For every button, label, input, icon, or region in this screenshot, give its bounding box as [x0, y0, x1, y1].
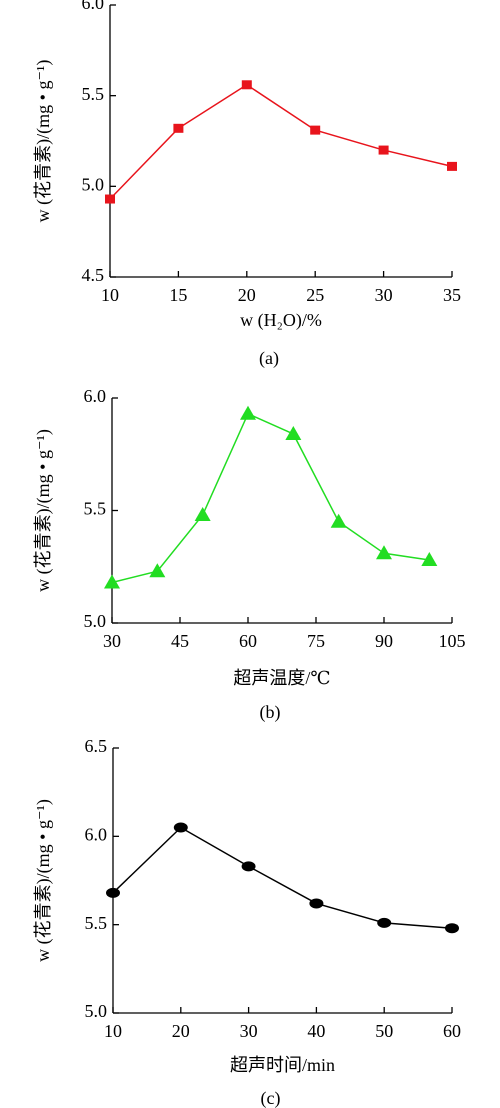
marker	[376, 545, 392, 560]
marker	[104, 574, 120, 589]
y-tick-label: 5.0	[82, 174, 105, 194]
x-tick-label: 20	[238, 285, 256, 305]
marker	[240, 405, 256, 420]
marker	[378, 145, 389, 155]
marker	[310, 125, 321, 135]
series-line	[111, 412, 430, 584]
marker	[330, 513, 347, 528]
y-tick-label: 5.5	[82, 84, 105, 104]
marker	[285, 426, 302, 440]
x-tick-label: 25	[306, 285, 324, 305]
x-tick-label: 50	[375, 1021, 393, 1041]
series-line	[112, 826, 453, 929]
marker	[173, 822, 188, 833]
x-tick-label: 60	[239, 631, 257, 651]
x-tick-label: 60	[443, 1021, 461, 1041]
y-axis-label: w (花青素)/(mg • g⁻¹)	[33, 799, 54, 962]
marker	[447, 161, 457, 171]
series-line	[109, 83, 453, 200]
x-tick-label: 15	[169, 285, 187, 305]
x-tick-label: 30	[103, 631, 121, 651]
y-tick-label: 6.5	[85, 736, 108, 756]
y-tick-label: 6.0	[84, 386, 107, 406]
x-tick-label: 20	[172, 1021, 190, 1041]
x-tick-label: 10	[101, 285, 119, 305]
caption: (a)	[259, 348, 279, 369]
x-tick-label: 45	[171, 631, 189, 651]
x-axis-label: w (H₂O)/%	[240, 310, 322, 331]
x-axis-label: 超声温度/℃	[233, 668, 330, 688]
x-tick-label: 35	[443, 285, 461, 305]
y-tick-label: 5.5	[84, 499, 107, 519]
y-tick-label: 6.0	[85, 824, 108, 844]
marker	[421, 552, 438, 566]
marker	[445, 923, 459, 934]
marker	[241, 861, 256, 872]
marker	[377, 917, 392, 928]
y-tick-label: 5.5	[85, 913, 108, 933]
marker	[149, 563, 166, 578]
x-tick-label: 90	[375, 631, 393, 651]
y-axis-label: w (花青素)/(mg • g⁻¹)	[33, 429, 54, 592]
marker	[106, 887, 120, 898]
y-tick-label: 6.0	[82, 0, 105, 13]
x-tick-label: 75	[307, 631, 325, 651]
x-tick-label: 40	[307, 1021, 325, 1041]
marker	[105, 194, 115, 204]
x-tick-label: 30	[375, 285, 393, 305]
x-tick-label: 105	[439, 631, 466, 651]
x-axis-label: 超声时间/min	[230, 1055, 335, 1075]
marker	[309, 898, 324, 909]
marker	[194, 507, 211, 521]
y-tick-label: 4.5	[82, 265, 105, 285]
y-tick-label: 5.0	[84, 611, 107, 631]
x-tick-label: 10	[104, 1021, 122, 1041]
x-tick-label: 30	[240, 1021, 258, 1041]
caption: (c)	[261, 1088, 281, 1108]
marker	[173, 123, 184, 133]
marker	[241, 80, 252, 90]
caption: (b)	[260, 702, 281, 723]
y-tick-label: 5.0	[85, 1001, 108, 1021]
y-axis-label: w (花青素)/(mg • g⁻¹)	[33, 60, 54, 223]
